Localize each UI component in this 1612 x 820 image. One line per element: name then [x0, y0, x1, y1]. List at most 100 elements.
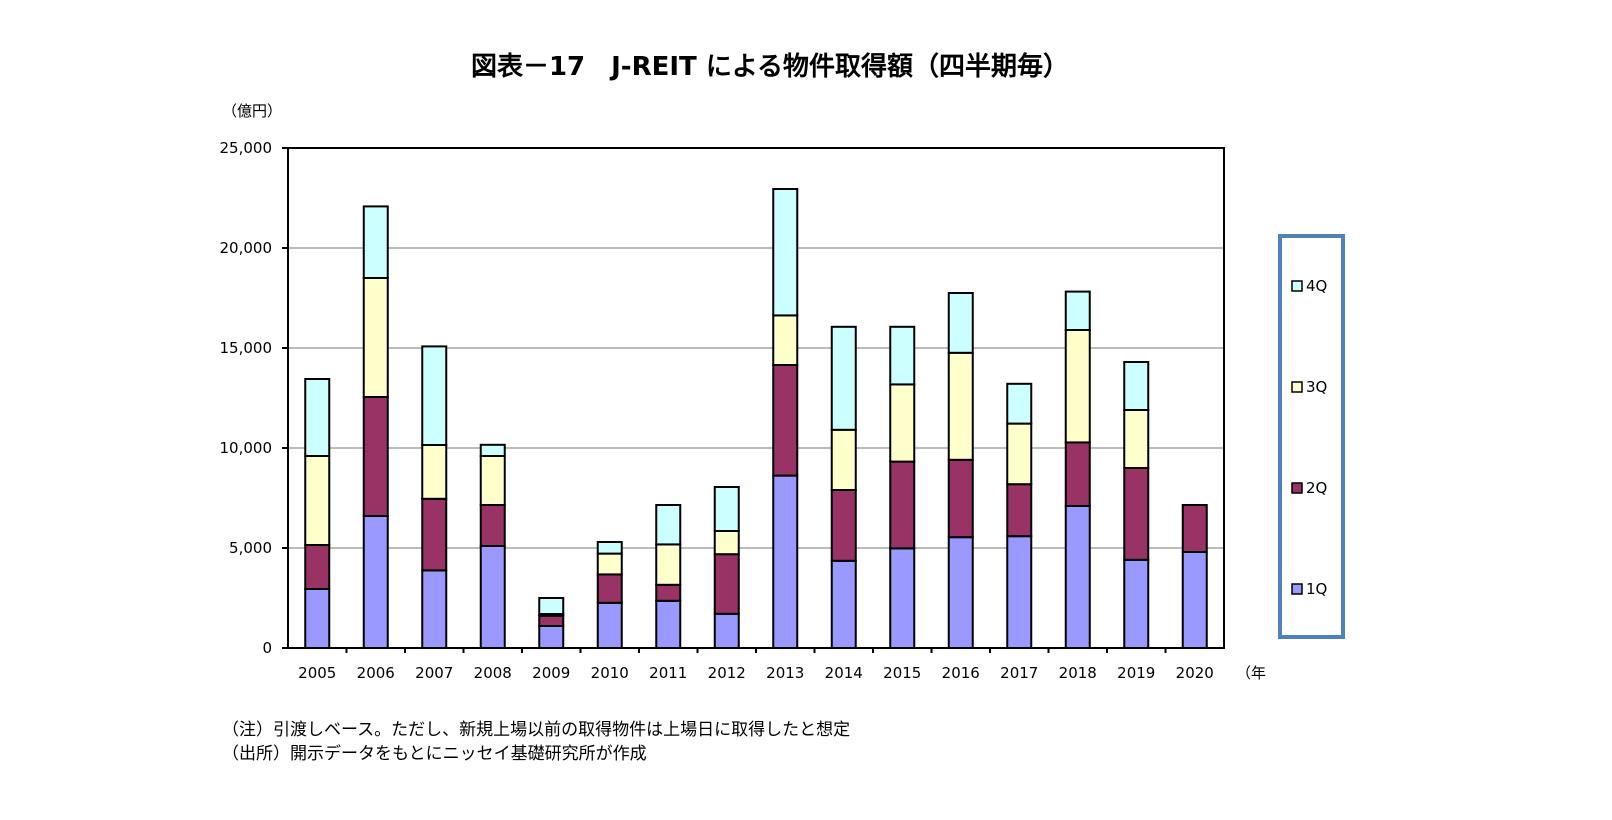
bar-2018-4Q — [1064, 290, 1091, 332]
x-tick-label: 2013 — [766, 664, 804, 682]
x-tick-label: 2010 — [591, 664, 629, 682]
x-tick-label: 2018 — [1059, 664, 1097, 682]
bar-2013-1Q — [772, 474, 799, 649]
x-tick-label: 2014 — [825, 664, 863, 682]
x-tick-label: 2005 — [298, 664, 336, 682]
bar-2005-2Q — [304, 544, 331, 590]
chart-source: （出所）開示データをもとにニッセイ基礎研究所が作成 — [222, 743, 647, 764]
x-axis-ticks: 2005 2006 2007 2008 2009 2010 2011 2012 2013 2014… — [298, 648, 1214, 682]
y-tick-label: 20,000 — [220, 239, 273, 257]
x-tick-label: 2017 — [1000, 664, 1038, 682]
bar-2007-1Q — [421, 569, 448, 650]
bar-2019-4Q — [1123, 361, 1150, 411]
chart-note: （注）引渡しベース。ただし、新規上場以前の取得物件は上場日に取得したと想定 — [222, 720, 850, 740]
x-tick-label: 2012 — [708, 664, 746, 682]
bar-2017-4Q — [1006, 382, 1033, 425]
bar-2008-4Q — [479, 443, 506, 457]
bar-2015-1Q — [889, 547, 916, 650]
bar-2011-3Q — [655, 543, 682, 586]
bar-2006-1Q — [362, 515, 389, 649]
legend-swatch-3Q — [1291, 381, 1303, 393]
legend-swatch-4Q — [1291, 280, 1303, 292]
x-tick-label: 2011 — [649, 664, 687, 682]
bar-2020-2Q — [1181, 504, 1208, 553]
legend-label-1Q: 1Q — [1306, 580, 1327, 598]
bar-2016-4Q — [947, 292, 974, 354]
bar-2006-3Q — [362, 277, 389, 398]
y-tick-label: 5,000 — [229, 539, 272, 557]
y-tick-label: 25,000 — [220, 139, 273, 157]
bar-2009-4Q — [538, 597, 565, 615]
bar-2012-4Q — [713, 486, 740, 532]
bar-2017-1Q — [1006, 535, 1033, 650]
bar-2006-2Q — [362, 396, 389, 517]
bar-2008-1Q — [479, 545, 506, 649]
bar-2014-4Q — [830, 325, 857, 431]
bar-2011-2Q — [655, 583, 682, 602]
bar-2014-3Q — [830, 428, 857, 491]
bar-2008-3Q — [479, 455, 506, 506]
x-axis-label: （年 — [1236, 664, 1266, 682]
bar-2010-2Q — [596, 573, 623, 604]
chart-title: 図表－17 J-REIT による物件取得額（四半期毎） — [471, 52, 1069, 82]
bar-2015-4Q — [889, 325, 916, 386]
bar-2015-2Q — [889, 460, 916, 550]
bar-2011-1Q — [655, 599, 682, 649]
bar-2005-1Q — [304, 588, 331, 649]
bar-2012-3Q — [713, 530, 740, 556]
x-tick-label: 2007 — [415, 664, 453, 682]
bar-2013-3Q — [772, 314, 799, 366]
y-tick-label: 0 — [262, 639, 272, 657]
bar-2014-2Q — [830, 489, 857, 562]
bar-2012-2Q — [713, 553, 740, 615]
x-tick-label: 2020 — [1176, 664, 1214, 682]
bar-2012-1Q — [713, 612, 740, 649]
x-tick-label: 2008 — [474, 664, 512, 682]
x-tick-label: 2019 — [1117, 664, 1155, 682]
bar-2007-4Q — [421, 345, 448, 446]
bar-2017-2Q — [1006, 483, 1033, 538]
bar-2007-2Q — [421, 497, 448, 572]
bar-2018-3Q — [1064, 329, 1091, 444]
bar-2016-3Q — [947, 351, 974, 461]
bar-2005-3Q — [304, 455, 331, 546]
bar-2009-2Q — [538, 615, 565, 627]
bar-2020-1Q — [1181, 551, 1208, 649]
x-tick-label: 2006 — [357, 664, 395, 682]
bar-2009-1Q — [538, 625, 565, 649]
bar-2016-1Q — [947, 536, 974, 650]
y-tick-label: 10,000 — [220, 439, 273, 457]
bar-2007-3Q — [421, 444, 448, 500]
legend: 4Q 3Q 2Q 1Q — [1278, 234, 1345, 639]
bar-2013-4Q — [772, 188, 799, 317]
bar-2014-1Q — [830, 559, 857, 649]
bar-2011-4Q — [655, 504, 682, 546]
y-axis-ticks: 0 5,000 10,000 15,000 20,000 25,000 — [220, 139, 288, 657]
y-tick-label: 15,000 — [220, 339, 273, 357]
legend-swatch-1Q — [1291, 583, 1303, 595]
bar-2015-3Q — [889, 383, 916, 463]
bars — [304, 188, 1208, 650]
bar-2010-4Q — [596, 541, 623, 555]
x-tick-label: 2016 — [942, 664, 980, 682]
bar-2010-3Q — [596, 552, 623, 576]
x-tick-label: 2015 — [883, 664, 921, 682]
bar-2017-3Q — [1006, 422, 1033, 486]
legend-box — [1278, 234, 1345, 639]
bar-2010-1Q — [596, 601, 623, 649]
y-axis-label: （億円） — [222, 102, 282, 120]
bar-2005-4Q — [304, 378, 331, 457]
bar-2019-3Q — [1123, 409, 1150, 469]
x-tick-label: 2009 — [532, 664, 570, 682]
bar-2018-2Q — [1064, 441, 1091, 507]
bar-2016-2Q — [947, 458, 974, 539]
bar-2008-2Q — [479, 504, 506, 547]
bar-2013-2Q — [772, 364, 799, 477]
bar-2019-1Q — [1123, 558, 1150, 649]
legend-label-4Q: 4Q — [1306, 277, 1327, 295]
bar-2019-2Q — [1123, 467, 1150, 561]
legend-label-3Q: 3Q — [1306, 378, 1327, 396]
bar-2018-1Q — [1064, 505, 1091, 649]
legend-label-2Q: 2Q — [1306, 479, 1327, 497]
